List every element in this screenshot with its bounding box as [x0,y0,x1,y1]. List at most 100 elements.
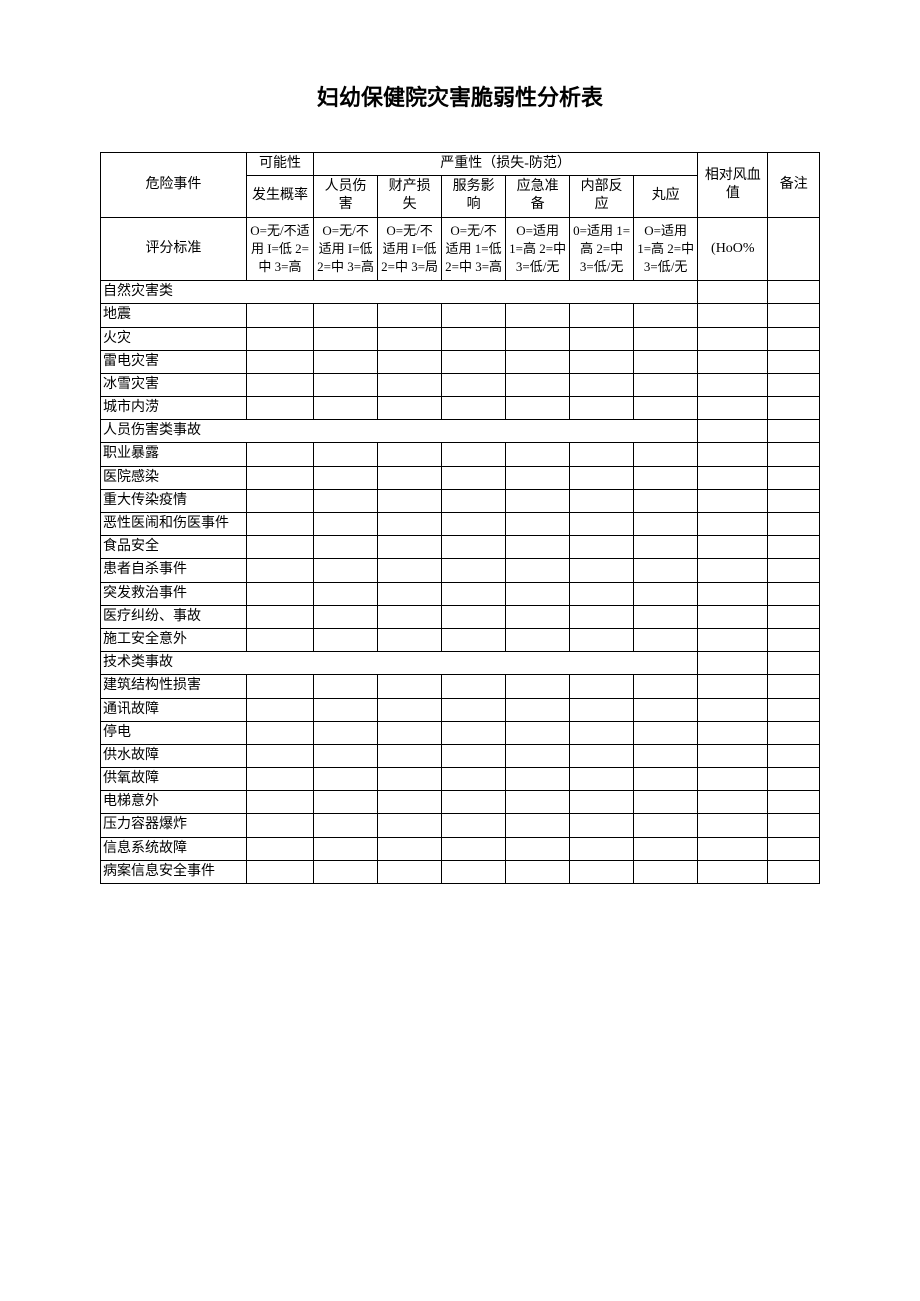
table-cell [314,721,378,744]
table-cell [506,304,570,327]
table-cell [378,443,442,466]
crit-service: O=无/不适用 1=低 2=中 3=高 [442,217,506,281]
table-cell [768,304,820,327]
crit-prob: O=无/不适用 I=低 2=中 3=高 [246,217,313,281]
table-cell [634,605,698,628]
table-cell [634,373,698,396]
table-cell [570,605,634,628]
table-cell [698,814,768,837]
table-cell [378,489,442,512]
table-cell [570,837,634,860]
table-row-label: 压力容器爆炸 [101,814,247,837]
crit-emergency: O=适用 1=高 2=中 3=低/无 [506,217,570,281]
table-row-label: 停电 [101,721,247,744]
category-note-cell [768,281,820,304]
table-cell [698,304,768,327]
table-cell [442,350,506,373]
table-cell [314,605,378,628]
table-cell [634,837,698,860]
table-cell [768,628,820,651]
table-cell [506,536,570,559]
table-cell [506,443,570,466]
table-cell [378,768,442,791]
category-row: 自然灾害类 [101,281,698,304]
table-cell [378,837,442,860]
table-cell [506,466,570,489]
table-cell [246,721,313,744]
table-cell [634,814,698,837]
table-cell [378,304,442,327]
table-cell [570,513,634,536]
table-cell [768,489,820,512]
table-cell [768,791,820,814]
table-row-label: 城市内涝 [101,397,247,420]
table-cell [246,350,313,373]
criteria-label: 评分标准 [101,217,247,281]
table-cell [570,814,634,837]
table-row-label: 通讯故障 [101,698,247,721]
table-cell [314,814,378,837]
table-cell [246,327,313,350]
category-risk-cell [698,420,768,443]
table-row-label: 职业暴露 [101,443,247,466]
table-cell [768,744,820,767]
table-cell [570,489,634,512]
table-cell [246,397,313,420]
table-cell [314,559,378,582]
table-cell [314,744,378,767]
table-cell [768,768,820,791]
table-cell [442,373,506,396]
table-cell [442,536,506,559]
table-cell [698,698,768,721]
table-cell [378,373,442,396]
table-cell [634,768,698,791]
header-prob-rate: 发生概率 [246,176,313,217]
table-cell [314,397,378,420]
table-cell [570,466,634,489]
header-service: 服务影响 [442,176,506,217]
table-row-label: 地震 [101,304,247,327]
table-cell [506,814,570,837]
table-cell [634,860,698,883]
table-cell [314,768,378,791]
table-cell [442,582,506,605]
header-relative-risk: 相对风血值 [698,153,768,218]
table-cell [698,768,768,791]
table-cell [442,304,506,327]
table-cell [378,744,442,767]
table-cell [570,860,634,883]
table-cell [378,466,442,489]
crit-note [768,217,820,281]
table-cell [246,791,313,814]
table-cell [246,675,313,698]
header-risk-event: 危险事件 [101,153,247,218]
table-row-label: 突发救治事件 [101,582,247,605]
table-cell [378,350,442,373]
table-cell [506,628,570,651]
table-cell [442,628,506,651]
hva-table: 危险事件 可能性 严重性（损失-防范） 相对风血值 备注 发生概率 人员伤害 财… [100,152,820,884]
table-cell [698,791,768,814]
table-cell [506,791,570,814]
table-cell [246,536,313,559]
table-cell [768,373,820,396]
table-cell [570,443,634,466]
table-cell [634,536,698,559]
table-row-label: 食品安全 [101,536,247,559]
table-cell [570,559,634,582]
table-cell [634,397,698,420]
table-cell [378,327,442,350]
table-row-label: 电梯意外 [101,791,247,814]
table-cell [698,373,768,396]
table-cell [314,443,378,466]
table-cell [314,373,378,396]
table-cell [570,350,634,373]
table-cell [314,513,378,536]
table-cell [246,768,313,791]
table-cell [698,489,768,512]
table-cell [570,536,634,559]
table-cell [570,397,634,420]
table-cell [378,605,442,628]
table-cell [442,768,506,791]
table-cell [246,489,313,512]
